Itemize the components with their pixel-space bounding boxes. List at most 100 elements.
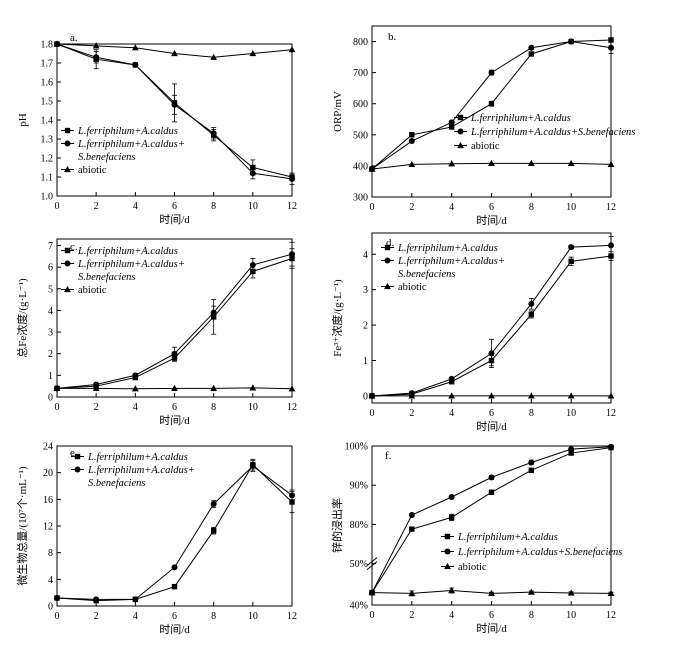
y-tick-label: 24	[43, 442, 53, 453]
data-point	[568, 38, 575, 45]
series-circle	[54, 460, 295, 603]
data-point	[568, 450, 574, 456]
x-tick-label: 12	[606, 202, 616, 213]
panel-f: f. 0 2 4 6 8 10 12 40% 50% 80% 90% 100% 时间/d 锌的浸出率 L.fe…	[330, 442, 622, 636]
data-point	[54, 595, 60, 601]
data-point	[448, 493, 455, 500]
x-tick-label: 0	[370, 610, 375, 621]
data-point	[368, 392, 376, 399]
data-point	[93, 54, 100, 61]
data-point	[568, 258, 574, 265]
x-tick-label: 0	[55, 201, 60, 212]
x-tick-label: 8	[211, 402, 216, 413]
data-point	[488, 101, 495, 107]
legend-entry: S.benefaciens	[78, 272, 135, 283]
legend: L.ferriphilum+A.caldus L.ferriphilum+A.ca…	[61, 126, 185, 176]
data-point	[608, 253, 614, 259]
x-tick-label: 0	[370, 202, 375, 213]
data-point	[53, 40, 61, 47]
data-point	[288, 46, 296, 53]
data-point	[488, 589, 495, 597]
legend-entry: L.ferriphilum+A.caldus+	[397, 256, 505, 267]
y-tick-label: 50%	[350, 559, 368, 570]
legend-entry: L.ferriphilum+A.caldus	[87, 452, 188, 463]
data-point	[210, 384, 218, 391]
data-point	[527, 588, 535, 595]
series-triangle	[368, 586, 615, 597]
legend-entry: S.benefaciens	[88, 478, 145, 489]
data-point	[608, 242, 614, 249]
x-axis-label: 时间/d	[476, 214, 507, 227]
data-point	[132, 61, 139, 68]
data-point	[608, 44, 614, 51]
series-circle	[54, 241, 295, 392]
data-point	[171, 384, 178, 391]
legend-marker	[457, 114, 464, 121]
x-tick-label: 10	[248, 201, 258, 212]
y-tick-label: 1.0	[41, 192, 54, 203]
y-axis-label: Fe³⁺浓度/(g·L⁻¹)	[330, 279, 344, 357]
y-tick-label: 3	[48, 328, 53, 339]
x-tick-label: 2	[409, 408, 414, 419]
data-point	[93, 596, 100, 603]
x-tick-label: 10	[248, 611, 258, 622]
data-point	[488, 489, 495, 495]
data-point	[210, 309, 217, 316]
series-circle	[369, 443, 614, 596]
data-point	[289, 499, 295, 505]
legend-entry: abiotic	[78, 285, 107, 296]
data-point	[409, 526, 415, 532]
axis-break-mark	[366, 557, 378, 567]
x-tick-label: 12	[606, 408, 616, 419]
data-point	[528, 44, 535, 51]
y-tick-label: 300	[353, 193, 368, 204]
y-tick-label: 40%	[350, 601, 368, 612]
x-tick-label: 6	[172, 611, 177, 622]
y-tick-label: 1.8	[41, 40, 54, 51]
panel-d: d.0 2 4 6 8 10 1201234时间/dFe³⁺浓度/(g·L⁻¹)L.ferr…	[330, 232, 616, 433]
panel-label: f.	[385, 450, 392, 462]
data-point	[448, 124, 455, 130]
data-point	[368, 588, 376, 596]
y-tick-label: 1	[48, 371, 53, 382]
data-point	[92, 384, 100, 391]
x-tick-label: 4	[449, 610, 454, 621]
x-tick-label: 6	[489, 408, 494, 419]
series-line	[371, 447, 612, 593]
x-tick-label: 0	[55, 402, 60, 413]
x-tick-label: 10	[566, 610, 576, 621]
x-tick-label: 2	[94, 611, 99, 622]
data-point	[210, 527, 217, 534]
data-point	[368, 165, 376, 172]
data-point	[448, 586, 456, 594]
data-point	[448, 375, 455, 382]
data-point	[131, 44, 139, 51]
data-point	[408, 392, 416, 399]
data-point	[528, 467, 535, 474]
legend-marker	[64, 165, 71, 173]
data-point	[249, 261, 256, 268]
data-point	[289, 492, 295, 499]
legend-marker	[384, 257, 391, 264]
legend-marker	[384, 282, 391, 290]
data-point	[408, 512, 415, 519]
series-circle	[369, 38, 614, 173]
y-tick-label: 2	[363, 321, 368, 332]
y-tick-label: 1.7	[41, 59, 54, 70]
x-tick-label: 8	[529, 610, 534, 621]
data-point	[171, 350, 178, 357]
axis-break-mark	[366, 561, 378, 571]
legend-marker	[444, 562, 451, 570]
legend-marker	[64, 260, 71, 267]
legend-marker	[64, 140, 71, 147]
plot-frame	[371, 445, 612, 606]
y-tick-label: 4	[363, 250, 368, 261]
panel-c: c.0 2 4 6 8 10 1201234567时间/d总Fe浓度/(g·L⁻¹)L.fe…	[15, 238, 297, 427]
series-square	[369, 444, 614, 596]
x-tick-label: 12	[287, 611, 297, 622]
y-tick-label: 1.6	[41, 78, 54, 89]
data-point	[448, 160, 456, 167]
legend-marker	[444, 533, 451, 540]
y-tick-label: 1.1	[41, 173, 54, 184]
legend-marker	[74, 453, 81, 460]
